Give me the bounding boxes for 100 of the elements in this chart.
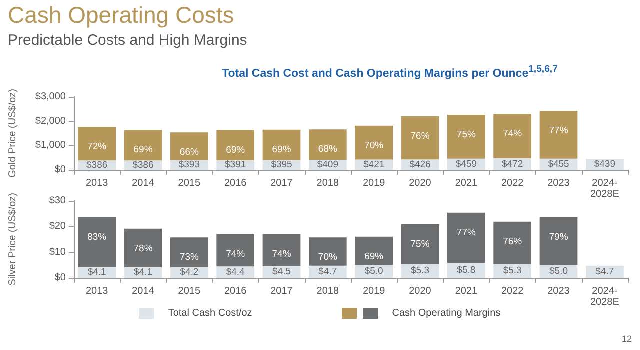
- bar: [447, 212, 486, 264]
- data-label: $5.3: [411, 266, 430, 277]
- x-tick-label: 2021: [455, 178, 478, 189]
- data-label: $5.3: [503, 266, 522, 277]
- bar: [216, 234, 255, 267]
- x-tick-label: 2018: [316, 286, 340, 297]
- bar: [170, 238, 208, 268]
- x-tick-label: 2019: [362, 286, 386, 297]
- bar: [262, 130, 301, 160]
- text: Total Cash Cost and Cash Operating Margins per Ounce$^{1,5,6,7}$: [221, 64, 559, 80]
- data-label: $421: [364, 159, 385, 170]
- data-label: $455: [548, 158, 570, 170]
- bar: [494, 114, 532, 158]
- annotation: 69%: [226, 144, 246, 156]
- annotation: 83%: [88, 232, 108, 243]
- data-label: $4.1: [88, 267, 106, 278]
- annotation: 69%: [272, 144, 292, 156]
- annotation: 79%: [549, 232, 569, 244]
- x-tick-label: 2020: [409, 286, 432, 297]
- text: 12: [622, 334, 632, 344]
- x-tick-label: 2021: [455, 286, 478, 297]
- x-tick-label: 2023: [548, 178, 570, 189]
- bar: [540, 111, 578, 159]
- legend-label: Cash Operating Margins: [392, 308, 501, 319]
- annotation: 75%: [456, 129, 476, 140]
- y-tick-label: $30: [49, 195, 66, 206]
- annotation: 74%: [226, 249, 246, 260]
- annotation: 77%: [456, 227, 476, 238]
- y-tick-label: $0: [54, 272, 66, 284]
- bar: [308, 238, 347, 266]
- x-tick-label: 2019: [362, 178, 386, 189]
- annotation: 77%: [549, 126, 569, 137]
- annotation: 76%: [410, 131, 430, 142]
- data-label: $5.0: [550, 266, 568, 278]
- data-label: $386: [132, 160, 154, 171]
- x-tick-label: 2013: [86, 286, 109, 297]
- bar: [124, 228, 162, 268]
- data-label: $439: [594, 159, 616, 170]
- y-axis-title: Gold Price (US$/oz): [8, 88, 18, 178]
- x-tick-label: 2015: [178, 178, 201, 189]
- x-tick-label: 2020: [409, 178, 432, 189]
- bar: [124, 130, 162, 161]
- data-label: $409: [317, 160, 338, 171]
- annotation: 74%: [503, 128, 523, 140]
- data-label: $4.1: [134, 267, 152, 278]
- x-tick-label: 2014: [132, 286, 155, 297]
- y-tick-label: $0: [54, 164, 66, 176]
- x-tick-label: 2013: [86, 178, 109, 189]
- y-tick-label: $20: [49, 221, 66, 232]
- bar: [308, 130, 347, 160]
- x-tick-label: 2018: [316, 178, 340, 189]
- bar: [355, 126, 394, 160]
- legend-label: Total Cash Cost/oz: [168, 308, 252, 319]
- x-tick-label: 2022: [501, 178, 524, 189]
- bar: [494, 222, 532, 264]
- data-label: $4.7: [596, 266, 614, 278]
- bar: [355, 236, 394, 266]
- x-tick-label: 2014: [132, 178, 155, 189]
- x-tick-label: 2017: [270, 286, 294, 297]
- x-tick-label: 2024-2028E: [590, 286, 620, 308]
- data-label: $391: [225, 160, 246, 171]
- x-tick-label: 2024-2028E: [590, 178, 620, 200]
- data-label: $393: [178, 160, 200, 171]
- data-label: $426: [410, 159, 431, 170]
- bar: [401, 224, 440, 264]
- x-tick-label: 2023: [548, 286, 570, 297]
- data-label: $4.5: [272, 266, 291, 278]
- bar: [170, 132, 208, 160]
- annotation: 78%: [134, 243, 154, 254]
- x-tick-label: 2015: [178, 286, 201, 297]
- annotation: 68%: [318, 144, 338, 156]
- annotation: 70%: [364, 140, 384, 152]
- bar: [540, 218, 578, 266]
- y-axis-title: Silver Price (US$/oz): [8, 192, 18, 286]
- data-label: $472: [502, 158, 524, 170]
- annotation: 69%: [134, 144, 154, 156]
- annotation: 69%: [364, 251, 384, 262]
- chart-title: Cash Operating Costs: [8, 2, 234, 29]
- bar: [447, 114, 486, 159]
- annotation: 70%: [318, 252, 338, 264]
- bar: [262, 234, 301, 266]
- annotation: 66%: [180, 147, 200, 158]
- annotation: 72%: [88, 142, 108, 153]
- y-tick-label: $2,000: [35, 116, 66, 127]
- annotation: 73%: [180, 252, 200, 264]
- bar: [216, 130, 255, 160]
- annotation: 74%: [272, 248, 292, 260]
- x-tick-label: 2022: [501, 286, 524, 297]
- bar: [78, 217, 116, 268]
- x-tick-label: 2016: [224, 178, 248, 189]
- x-tick-label: 2016: [224, 286, 248, 297]
- y-tick-label: $3,000: [35, 91, 66, 102]
- y-tick-label: $1,000: [35, 140, 66, 152]
- data-label: $5.8: [457, 265, 476, 276]
- data-label: $4.7: [318, 266, 338, 278]
- bar: [401, 116, 440, 160]
- data-label: $459: [456, 158, 477, 170]
- data-label: $4.2: [180, 267, 199, 278]
- annotation: 76%: [503, 236, 523, 248]
- x-tick-label: 2017: [270, 178, 294, 189]
